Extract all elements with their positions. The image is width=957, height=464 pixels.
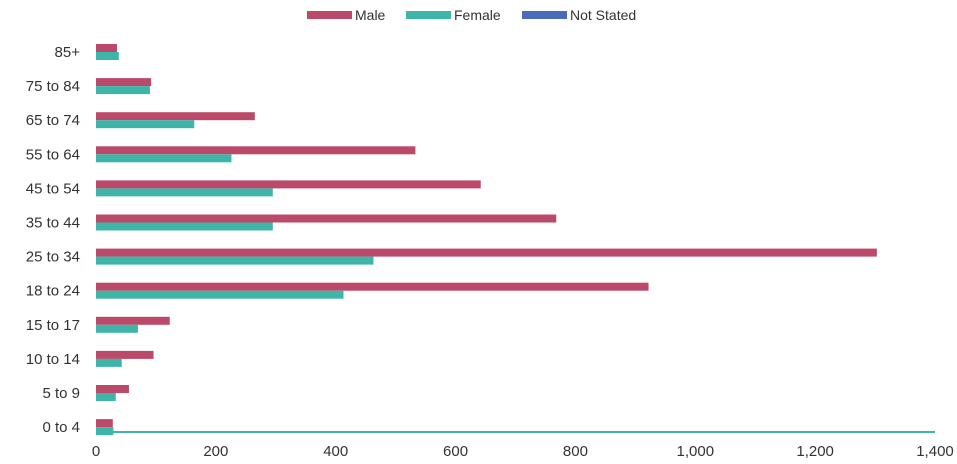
bar-male (96, 419, 113, 428)
x-tick-label: 200 (203, 443, 228, 460)
x-tick-label: 0 (92, 443, 100, 460)
bar-male (96, 282, 649, 291)
bar-male (96, 180, 481, 189)
x-tick-label: 800 (563, 443, 588, 460)
category-label: 45 to 54 (26, 180, 80, 197)
legend-label-2: Not Stated (570, 7, 636, 23)
category-label: 25 to 34 (26, 249, 80, 266)
bar-male (96, 248, 877, 257)
bar-female (96, 222, 273, 231)
legend-swatch-0 (307, 11, 352, 19)
category-label: 18 to 24 (26, 283, 80, 300)
bars (96, 44, 877, 436)
x-tick-label: 1,000 (677, 443, 715, 460)
bar-female (96, 256, 374, 265)
bar-female (96, 154, 232, 163)
legend-swatch-2 (522, 11, 567, 19)
bar-female (96, 358, 122, 367)
chart-legend: Male Female Not Stated (307, 7, 636, 23)
bar-male (96, 146, 416, 155)
bar-male (96, 214, 557, 223)
bar-male (96, 385, 129, 393)
category-label: 10 to 14 (26, 351, 80, 368)
category-label: 0 to 4 (42, 419, 80, 436)
legend-label-0: Male (355, 7, 386, 23)
category-label: 65 to 74 (26, 112, 80, 129)
category-label: 55 to 64 (26, 146, 80, 163)
bar-female (96, 324, 138, 333)
x-tick-label: 600 (443, 443, 468, 460)
bar-male (96, 316, 170, 325)
bar-male (96, 350, 154, 359)
legend-swatch-1 (406, 11, 451, 19)
category-labels: 85+ 75 to 84 65 to 74 55 to 64 45 to 54 35 to… (26, 44, 80, 436)
category-label: 15 to 17 (26, 317, 80, 334)
bar-female (96, 52, 119, 60)
x-tick-label: 400 (323, 443, 348, 460)
bar-male (96, 112, 255, 121)
category-label: 5 to 9 (42, 385, 80, 402)
bar-female (96, 393, 116, 401)
bar-male (96, 44, 117, 52)
x-tick-label: 1,400 (916, 443, 954, 460)
bar-female (96, 188, 273, 197)
bar-female (96, 290, 344, 299)
x-tick-labels: 0 200 400 600 800 1,000 1,200 1,400 (92, 443, 954, 460)
x-tick-label: 1,200 (796, 443, 834, 460)
bar-female (96, 86, 150, 95)
bar-female (96, 120, 195, 129)
bar-male (96, 78, 152, 87)
legend-label-1: Female (454, 7, 501, 23)
category-label: 35 to 44 (26, 215, 80, 232)
category-label: 85+ (55, 44, 81, 61)
category-label: 75 to 84 (26, 78, 80, 95)
